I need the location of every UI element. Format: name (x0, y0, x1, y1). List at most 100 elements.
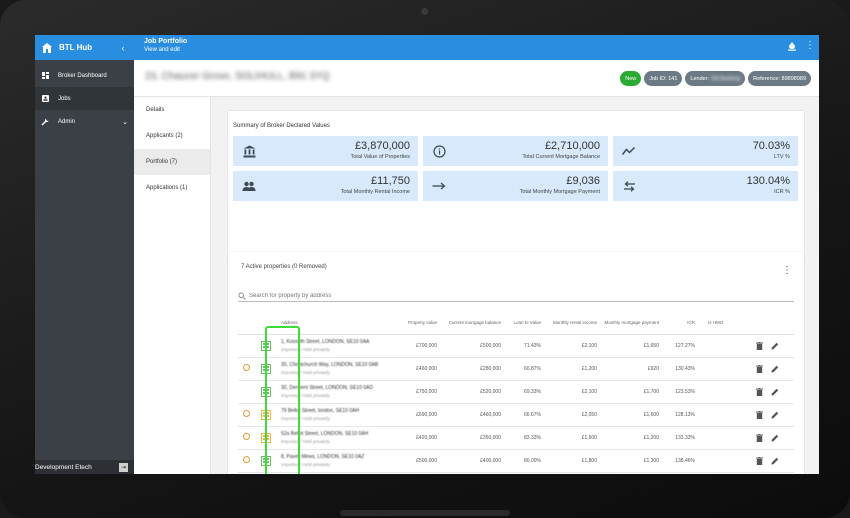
actions-cell (728, 472, 794, 474)
summary-tile-ltv: 70.03% LTV % (613, 136, 798, 166)
address-cell[interactable]: 79 Bellot Street, london, SE10 0AH Import… (278, 403, 386, 427)
payment-cell: £1,600 (600, 403, 662, 427)
summary-card: Summary of Broker Declared Values £3,870… (228, 111, 804, 263)
payment-cell: £1,200 (600, 426, 662, 450)
job-address: 23, Chaucer Grove, SOLIHULL, B91 3YQ (145, 71, 330, 82)
value-cell: £700,000 (386, 334, 440, 358)
clear-format-icon[interactable] (787, 41, 797, 51)
value-cell: £750,000 (386, 380, 440, 404)
chevron-down-icon[interactable]: ⌄ (122, 118, 128, 126)
job-subnav: Details Applicants (2) Portfolio (7) App… (134, 97, 211, 474)
icr-cell: 127.27% (662, 334, 698, 358)
icr-cell: 133.33% (662, 426, 698, 450)
edit-pencil-icon[interactable] (771, 411, 779, 419)
table-row[interactable]: 30, Christchurch Way, LONDON, SE10 0AB Im… (238, 357, 794, 381)
table-row[interactable]: 79 Bellot Street, london, SE10 0AH Import… (238, 403, 794, 427)
address-cell[interactable]: 30, Christchurch Way, LONDON, SE10 0AB Im… (278, 357, 386, 381)
sidebar-item-admin[interactable]: Admin ⌄ (35, 110, 134, 133)
tab-details[interactable]: Details (146, 107, 165, 113)
edit-pencil-icon[interactable] (771, 365, 779, 373)
header-icr[interactable]: ICR (662, 312, 698, 335)
delete-icon[interactable] (756, 341, 763, 350)
summary-tile-mortgage-payment: £9,036 Total Monthly Mortgage Payment (423, 171, 608, 201)
summary-label: Total Monthly Mortgage Payment (519, 189, 600, 195)
summary-tile-total-value: £3,870,000 Total Value of Properties (233, 136, 418, 166)
address-cell[interactable]: 1, Kossuth Street, LONDON, SE10 0AA Impor… (278, 334, 386, 358)
more-vert-icon[interactable]: ⋮ (805, 40, 815, 51)
sidebar-item-jobs[interactable]: Jobs (35, 87, 134, 110)
sidebar-header: BTL Hub ‹ (35, 35, 134, 60)
home-bar (340, 510, 510, 516)
ltv-cell: 57.14% (504, 472, 544, 474)
header-balance[interactable]: Current mortgage balance (440, 312, 504, 335)
delete-icon[interactable] (756, 410, 763, 419)
payment-cell: £1,650 (600, 334, 662, 358)
delete-icon[interactable] (756, 364, 763, 373)
table-row[interactable]: 30, Derwent Street, LONDON, SE10 0AD Impo… (238, 380, 794, 404)
header-payment[interactable]: Monthly mortgage payment (600, 312, 662, 335)
delete-icon[interactable] (756, 387, 763, 396)
header-address[interactable]: Address (278, 312, 386, 335)
environment-label: Development Etech (35, 463, 92, 471)
page-title: Job Portfolio (144, 38, 188, 45)
collapse-chevron-icon[interactable]: ‹ (121, 42, 125, 53)
building-icon (261, 409, 271, 420)
property-status: Imported / Held privately (281, 416, 330, 421)
warn-cell (238, 449, 254, 473)
balance-cell: £460,000 (440, 403, 504, 427)
building-icon (261, 363, 271, 374)
property-status: Imported / Held privately (281, 462, 330, 467)
balance-cell: £520,000 (440, 380, 504, 404)
address-cell[interactable]: 8, Pavell Mews, LONDON, SE10 0AZ Imported… (278, 449, 386, 473)
address-cell[interactable]: 52a Bellot Street, LONDON, SE10 0AH Impor… (278, 426, 386, 450)
type-cell (254, 334, 278, 358)
edit-pencil-icon[interactable] (771, 457, 779, 465)
delete-icon[interactable] (756, 456, 763, 465)
table-row[interactable]: 52a Bellot Street, LONDON, SE10 0AH Impor… (238, 426, 794, 450)
actions-cell (728, 357, 794, 381)
wrench-icon (41, 118, 49, 126)
header-hmo[interactable]: Is HMO (698, 312, 728, 335)
edit-pencil-icon[interactable] (771, 434, 779, 442)
balance-cell: £400,000 (440, 449, 504, 473)
jobs-icon (41, 95, 49, 103)
delete-icon[interactable] (756, 433, 763, 442)
top-bar: Job Portfolio View and edit ⋮ (134, 35, 819, 60)
lender-label: Lender: (690, 75, 710, 82)
warning-circle-icon (242, 364, 250, 371)
header-rent[interactable]: Monthly rental income (544, 312, 600, 335)
hmo-cell (698, 426, 728, 450)
logout-icon[interactable]: ⇥ (119, 462, 128, 472)
rent-cell: £2,100 (544, 380, 600, 404)
search-input[interactable] (249, 292, 549, 299)
address-cell[interactable]: 1 Rothbury Cottages, Azof Street, SE10 0… (278, 472, 386, 474)
icr-cell: 135.14% (662, 472, 698, 474)
sidebar: BTL Hub ‹ Broker Dashboard Jobs Admin (35, 35, 134, 474)
payment-cell: £1,300 (600, 449, 662, 473)
bank-icon (242, 144, 256, 158)
tab-portfolio[interactable]: Portfolio (7) (134, 149, 210, 175)
warning-circle-icon (242, 410, 250, 417)
header-ltv[interactable]: Loan to Value (504, 312, 544, 335)
ltv-cell: 69.33% (504, 380, 544, 404)
sidebar-item-broker-dashboard[interactable]: Broker Dashboard (35, 64, 134, 87)
summary-label: Total Value of Properties (350, 154, 410, 160)
lender-badge: Lender: SN Banking (685, 71, 746, 86)
property-status: Imported / Held privately (281, 393, 330, 398)
payment-cell: £920 (600, 357, 662, 381)
tab-applicants[interactable]: Applicants (2) (146, 133, 183, 139)
edit-pencil-icon[interactable] (771, 342, 779, 350)
table-row[interactable]: 1 Rothbury Cottages, Azof Street, SE10 0… (238, 472, 794, 474)
summary-label: LTV % (773, 154, 790, 160)
summary-value: £11,750 (371, 175, 410, 187)
tab-applications[interactable]: Applications (1) (146, 185, 188, 191)
summary-value: £3,870,000 (354, 140, 410, 152)
header-value[interactable]: Property value (386, 312, 440, 335)
address-cell[interactable]: 30, Derwent Street, LONDON, SE10 0AD Impo… (278, 380, 386, 404)
table-row[interactable]: 8, Pavell Mews, LONDON, SE10 0AZ Imported… (238, 449, 794, 473)
more-vert-icon[interactable]: ⋮ (782, 265, 792, 276)
property-search (238, 290, 794, 302)
hmo-cell (698, 334, 728, 358)
table-row[interactable]: 1, Kossuth Street, LONDON, SE10 0AA Impor… (238, 334, 794, 358)
edit-pencil-icon[interactable] (771, 388, 779, 396)
